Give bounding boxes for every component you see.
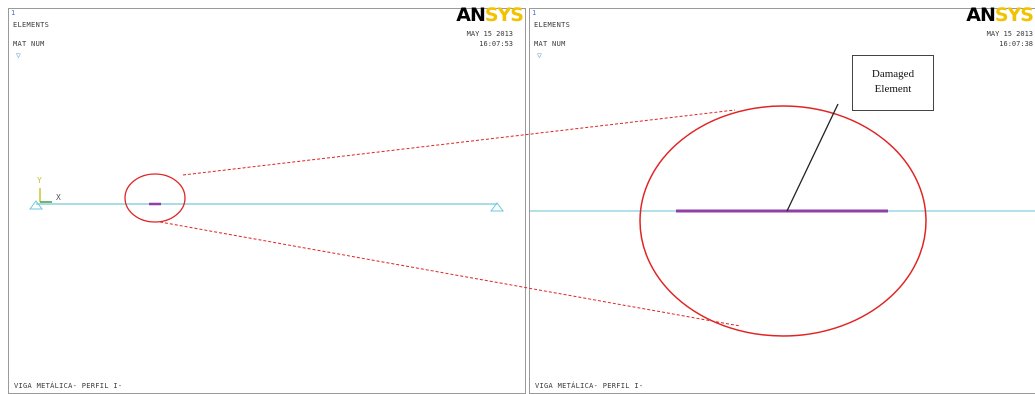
model-caption: VIGA METÁLICA- PERFIL I- [14,382,123,390]
date-text: MAY 15 2013 [986,30,1033,38]
ansys-logo: ANSYS [966,4,1034,26]
window-number: 1 [11,9,16,17]
time-text: 16:07:53 [479,40,513,48]
funnel-icon: ▽ [16,51,22,60]
callout-line2: Element [874,83,912,95]
plot-title: ELEMENTS [534,21,571,29]
plot-subtitle: MAT NUM [13,40,45,48]
callout-line1: Damaged [871,68,915,80]
plot-title: ELEMENTS [13,21,50,29]
plot-subtitle: MAT NUM [534,40,566,48]
time-text: 16:07:38 [999,40,1033,48]
callout-box: Damaged Element [852,55,934,111]
timestamp: MAY 15 2013 16:07:53 [467,29,513,49]
model-caption: VIGA METÁLICA- PERFIL I- [535,382,644,390]
date-text: MAY 15 2013 [466,30,513,38]
timestamp: MAY 15 2013 16:07:38 [987,29,1033,49]
viewport-right[interactable]: 1 ELEMENTS MAT NUM ▽ ANSYS MAY 15 2013 1… [529,4,1035,394]
funnel-icon: ▽ [537,51,543,60]
window-number: 1 [532,9,537,17]
viewport-left[interactable]: 1 ELEMENTS MAT NUM ▽ ANSYS MAY 15 2013 1… [8,4,526,394]
ansys-logo: ANSYS [456,4,524,26]
